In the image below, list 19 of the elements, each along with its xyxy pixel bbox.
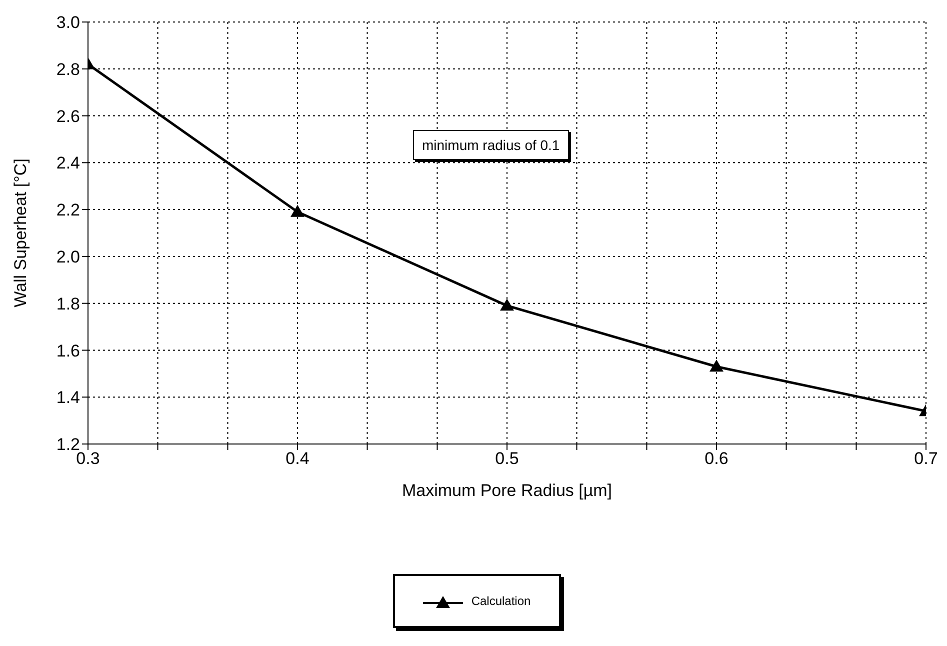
x-tick-label: 0.4 [286, 449, 310, 468]
y-tick-label: 1.6 [56, 341, 80, 360]
legend-label: Calculation [470, 594, 531, 608]
y-tick-label: 2.8 [56, 60, 80, 79]
annotation: minimum radius of 0.1 [413, 130, 569, 160]
y-tick-label: 3.0 [56, 13, 80, 32]
x-tick-label: 0.7 [914, 449, 938, 468]
y-tick-label: 2.0 [56, 247, 80, 266]
y-tick-label: 2.6 [56, 106, 80, 126]
y-tick-label: 2.4 [56, 154, 80, 173]
y-axis-title: Wall Superheat [°C] [11, 158, 30, 308]
x-axis-title: Maximum Pore Radius [µm] [402, 481, 612, 500]
x-tick-label: 0.6 [704, 449, 728, 468]
point [500, 298, 514, 311]
x-tick-label: 0.3 [76, 449, 100, 468]
y-tick-label: 1.4 [56, 388, 80, 408]
y-tick-label: 1.8 [56, 294, 80, 314]
y-tick-label: 2.2 [56, 200, 80, 220]
x-tick-label: 0.5 [495, 449, 519, 468]
